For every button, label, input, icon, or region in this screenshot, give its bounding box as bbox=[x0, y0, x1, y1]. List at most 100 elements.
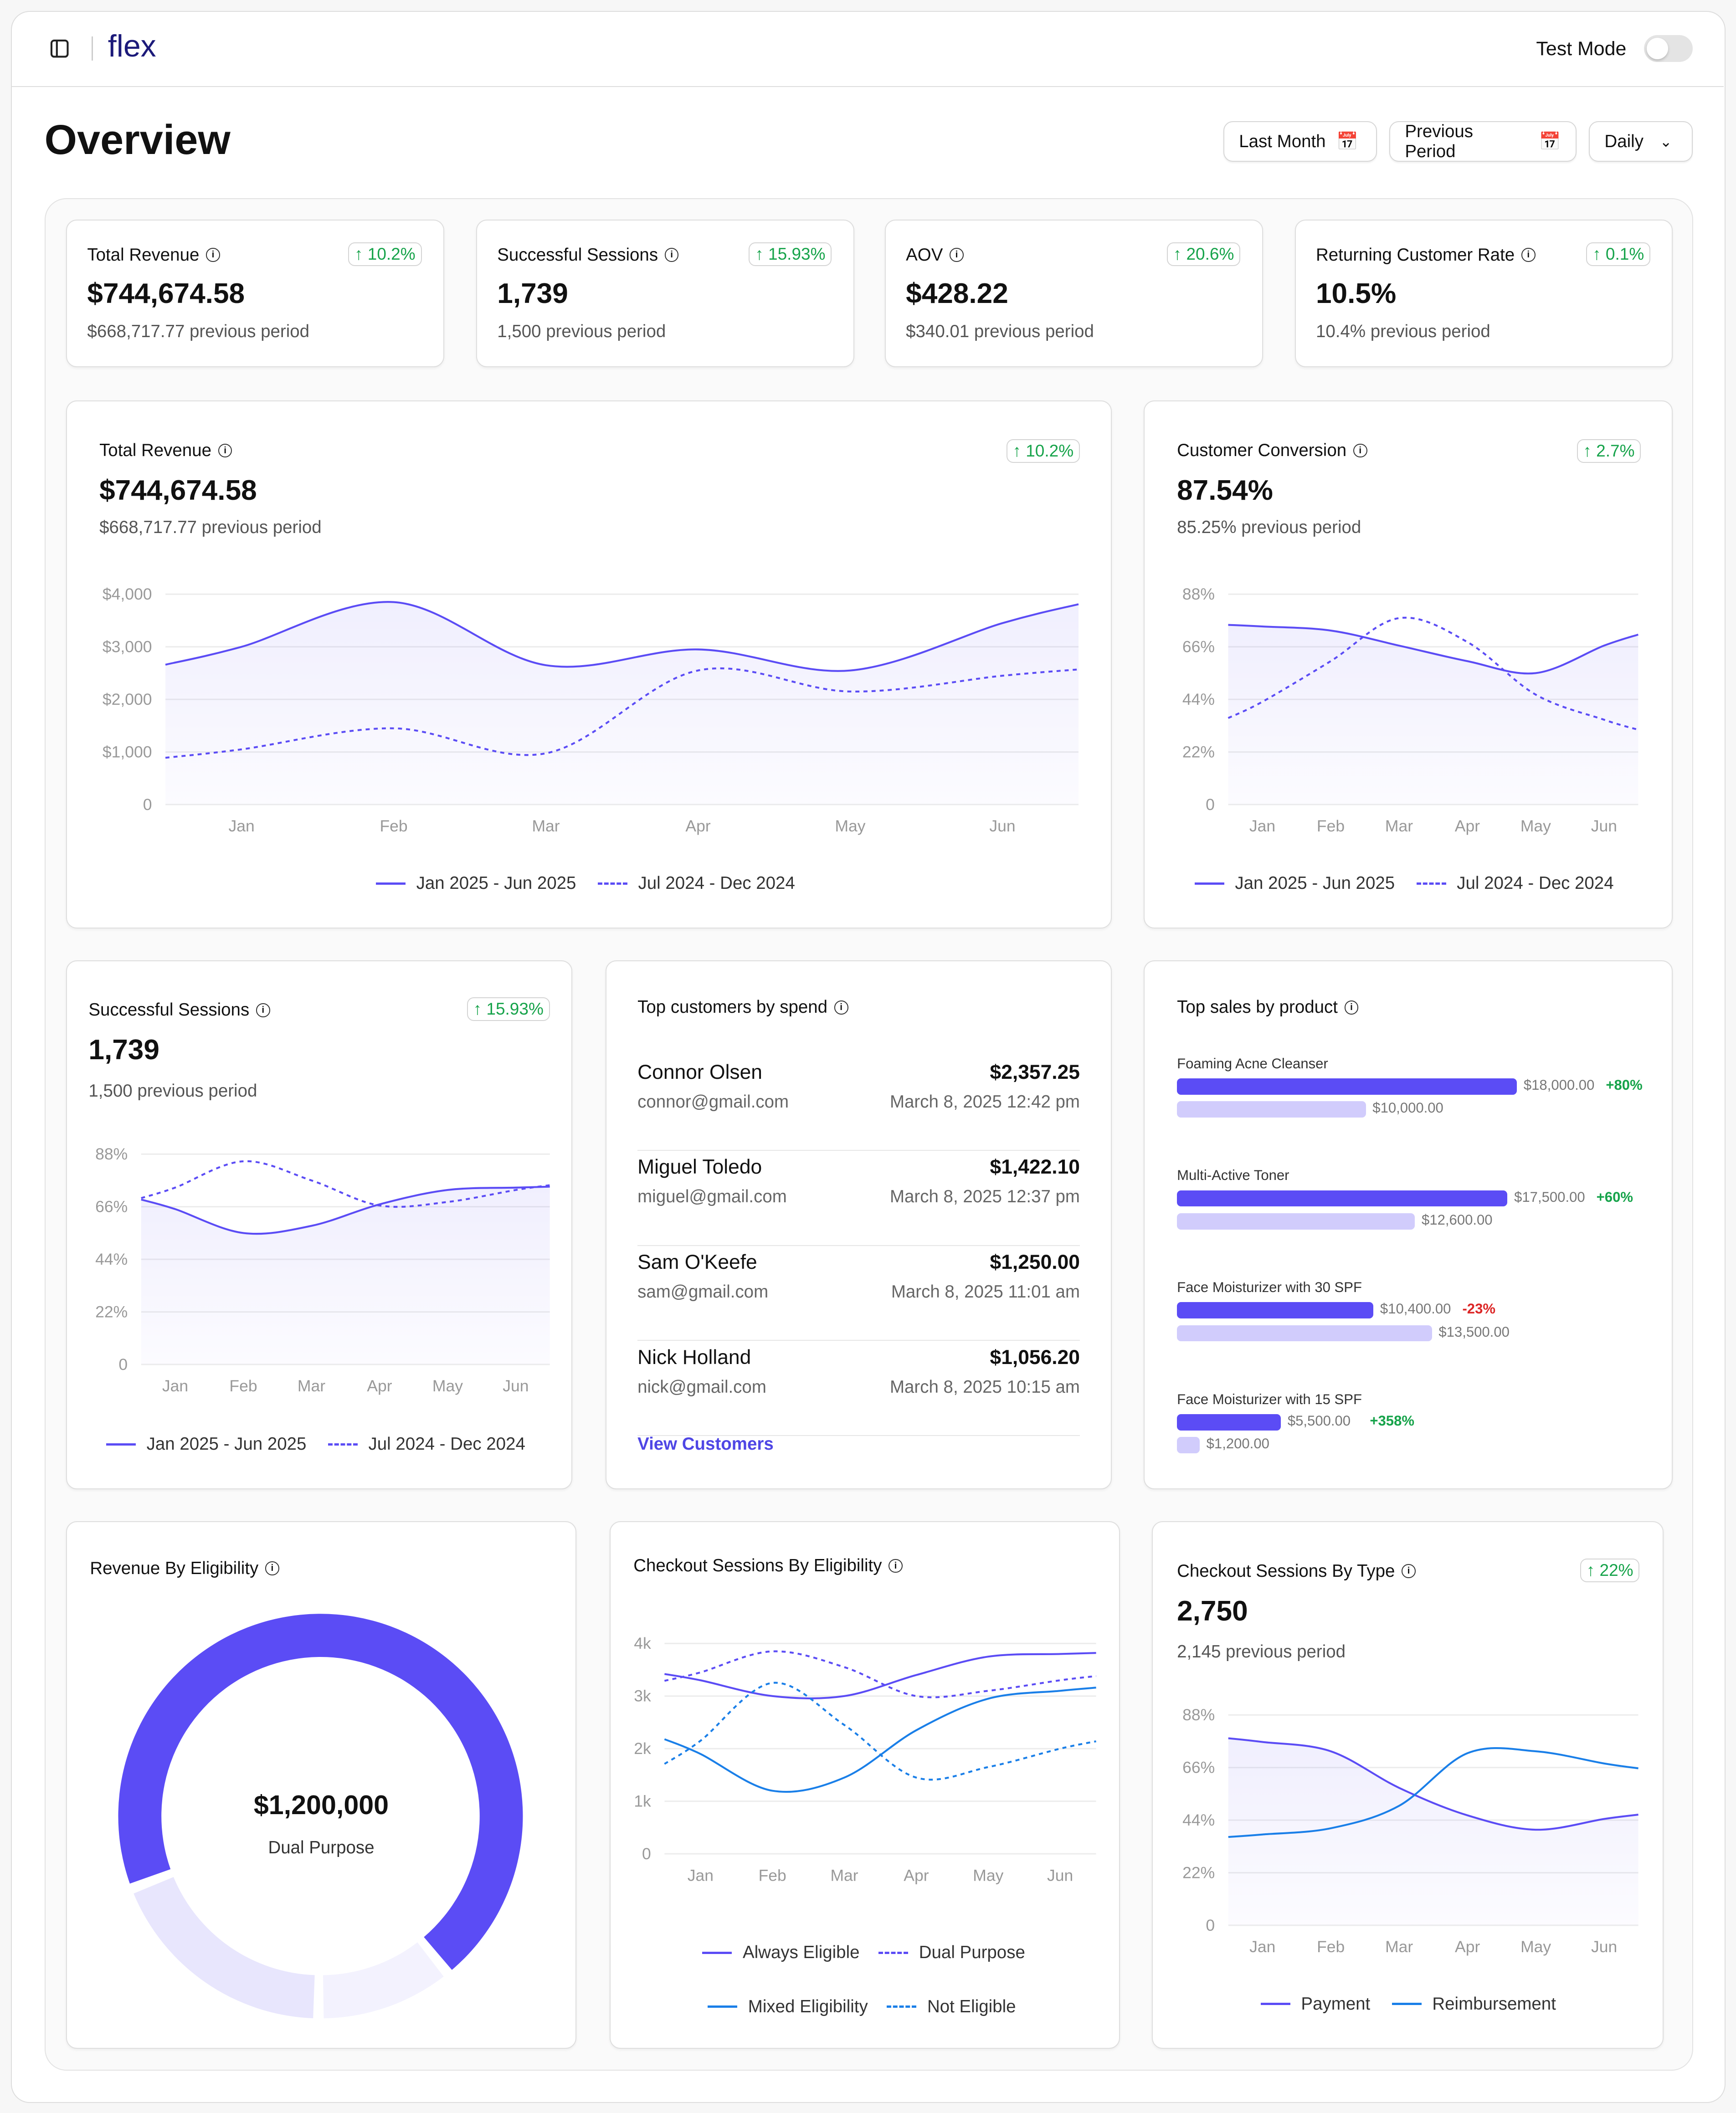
series-line[interactable] bbox=[141, 1160, 550, 1208]
x-tick-label: Mar bbox=[1385, 817, 1413, 835]
revenue-chart-card: Total Revenue i ↑ 10.2% $744,674.58 $668,… bbox=[66, 400, 1112, 928]
y-tick-label: 0 bbox=[1206, 1916, 1215, 1934]
previous-bar[interactable] bbox=[1177, 1325, 1432, 1342]
info-icon[interactable]: i bbox=[950, 248, 964, 262]
sidebar-toggle-icon[interactable] bbox=[50, 39, 69, 58]
info-icon[interactable]: i bbox=[265, 1561, 279, 1576]
info-icon[interactable]: i bbox=[1521, 248, 1536, 262]
legend-item[interactable]: Jul 2024 - Dec 2024 bbox=[328, 1434, 525, 1454]
customer-row[interactable]: Sam O'Keefe sam@gmail.com $1,250.00 March 8… bbox=[637, 1246, 1080, 1341]
y-tick-label: 0 bbox=[118, 1355, 128, 1373]
series-line[interactable] bbox=[1228, 1737, 1638, 1831]
x-tick-label: Jan bbox=[162, 1377, 188, 1395]
info-icon[interactable]: i bbox=[1353, 443, 1367, 458]
chevron-down-icon: ⌄ bbox=[1659, 133, 1672, 150]
info-icon[interactable]: i bbox=[664, 248, 679, 262]
y-tick-label: 44% bbox=[95, 1250, 128, 1268]
customer-amount: $1,422.10 bbox=[990, 1156, 1080, 1179]
donut-slice[interactable] bbox=[134, 1877, 315, 2018]
granularity-dropdown[interactable]: Daily ⌄ bbox=[1588, 121, 1693, 162]
y-tick-label: 88% bbox=[1182, 1706, 1215, 1724]
info-icon[interactable]: i bbox=[834, 1000, 848, 1015]
legend-item[interactable]: Jan 2025 - Jun 2025 bbox=[375, 873, 576, 893]
current-bar[interactable] bbox=[1177, 1190, 1508, 1207]
y-tick-label: $2,000 bbox=[103, 690, 152, 708]
customer-name: Miguel Toledo bbox=[637, 1156, 762, 1179]
y-tick-label: $1,000 bbox=[103, 743, 152, 761]
test-mode-toggle[interactable] bbox=[1644, 35, 1693, 62]
series-line[interactable] bbox=[141, 1185, 550, 1235]
kpi-value: 10.5% bbox=[1315, 277, 1397, 309]
info-icon[interactable]: i bbox=[1344, 1000, 1359, 1015]
legend-item[interactable]: Payment bbox=[1260, 1994, 1370, 2014]
donut-center-label: Dual Purpose bbox=[268, 1837, 375, 1857]
current-bar[interactable] bbox=[1177, 1414, 1281, 1431]
customer-time: March 8, 2025 12:42 pm bbox=[889, 1092, 1080, 1112]
change-value: +80% bbox=[1606, 1077, 1643, 1093]
y-tick-label: 0 bbox=[642, 1845, 651, 1863]
series-line[interactable] bbox=[664, 1651, 1096, 1699]
y-tick-label: 66% bbox=[1182, 638, 1215, 656]
kpi-card: Successful Sessions i ↑ 15.93% 1,739 1,50… bbox=[476, 220, 854, 368]
product-name: Multi-Active Toner bbox=[1177, 1167, 1289, 1184]
donut-slice[interactable] bbox=[118, 1614, 523, 1970]
customer-name: Connor Olsen bbox=[637, 1061, 762, 1083]
legend-item[interactable]: Jul 2024 - Dec 2024 bbox=[1416, 873, 1614, 893]
series-line[interactable] bbox=[664, 1650, 1096, 1698]
previous-bar[interactable] bbox=[1177, 1213, 1415, 1230]
kpi-value: $744,674.58 bbox=[87, 277, 245, 309]
series-line[interactable] bbox=[1228, 616, 1639, 731]
legend-item[interactable]: Dual Purpose bbox=[878, 1943, 1025, 1963]
info-icon[interactable]: i bbox=[1402, 1564, 1416, 1579]
customer-row[interactable]: Connor Olsen connor@gmail.com $2,357.25 Mar… bbox=[637, 1056, 1080, 1151]
info-icon[interactable]: i bbox=[889, 1559, 903, 1573]
series-line[interactable] bbox=[165, 667, 1079, 759]
product-item: Face Moisturizer with 15 SPF $5,500.00 +… bbox=[1177, 1391, 1659, 1499]
donut-slice[interactable] bbox=[323, 1942, 444, 2019]
customer-email: nick@gmail.com bbox=[637, 1377, 766, 1397]
current-value: $17,500.00 bbox=[1514, 1189, 1585, 1205]
previous-value: $340.01 previous period bbox=[906, 322, 1094, 342]
chart-legend: Jan 2025 - Jun 2025 Jul 2024 - Dec 2024 bbox=[1194, 873, 1614, 893]
conversion-chart-card: Customer Conversion i ↑ 2.7% 87.54% 85.25… bbox=[1144, 400, 1673, 928]
series-line[interactable] bbox=[1228, 624, 1639, 675]
x-tick-label: Jun bbox=[1591, 817, 1617, 835]
legend-item[interactable]: Reimbursement bbox=[1392, 1994, 1556, 2014]
legend-item[interactable]: Jan 2025 - Jun 2025 bbox=[106, 1434, 306, 1454]
change-badge: ↑ 20.6% bbox=[1166, 242, 1241, 266]
info-icon[interactable]: i bbox=[218, 443, 232, 458]
series-line[interactable] bbox=[664, 1687, 1096, 1793]
view-customers-link[interactable]: View Customers bbox=[637, 1434, 774, 1454]
card-label: Top sales by product i bbox=[1177, 997, 1359, 1017]
legend-item[interactable]: Not Eligible bbox=[887, 1997, 1016, 2017]
date-range-button[interactable]: Last Month 📅 bbox=[1223, 121, 1377, 162]
chart-legend: Jan 2025 - Jun 2025 Jul 2024 - Dec 2024 bbox=[106, 1434, 525, 1454]
x-tick-label: Apr bbox=[1455, 817, 1480, 835]
legend-item[interactable]: Mixed Eligibility bbox=[708, 1997, 868, 2017]
compare-period-button[interactable]: Previous Period 📅 bbox=[1389, 121, 1577, 162]
series-line[interactable] bbox=[165, 601, 1079, 672]
x-tick-label: Mar bbox=[1385, 1938, 1413, 1956]
info-icon[interactable]: i bbox=[206, 248, 220, 262]
customer-time: March 8, 2025 10:15 am bbox=[889, 1377, 1080, 1397]
card-label: Successful Sessions i bbox=[88, 1000, 270, 1020]
previous-bar[interactable] bbox=[1177, 1437, 1200, 1453]
series-line[interactable] bbox=[1228, 1747, 1638, 1838]
customer-row[interactable]: Miguel Toledo miguel@gmail.com $1,422.10 Ma… bbox=[637, 1150, 1080, 1246]
current-bar[interactable] bbox=[1177, 1302, 1374, 1318]
y-tick-label: 1k bbox=[634, 1792, 651, 1810]
divider bbox=[92, 36, 93, 61]
product-item: Foaming Acne Cleanser $18,000.00 +80% $1… bbox=[1177, 1056, 1659, 1164]
info-icon[interactable]: i bbox=[256, 1003, 270, 1017]
x-tick-label: Jun bbox=[1591, 1938, 1617, 1956]
legend-item[interactable]: Always Eligible bbox=[702, 1943, 860, 1963]
x-tick-label: May bbox=[1520, 817, 1551, 835]
current-bar[interactable] bbox=[1177, 1078, 1517, 1095]
legend-item[interactable]: Jan 2025 - Jun 2025 bbox=[1194, 873, 1395, 893]
conversion-line-chart: 0 22% 44% 66% 88% Jan Feb Mar Apr May Jun bbox=[1182, 585, 1639, 835]
customer-row[interactable]: Nick Holland nick@gmail.com $1,056.20 March… bbox=[637, 1341, 1080, 1436]
legend-item[interactable]: Jul 2024 - Dec 2024 bbox=[597, 873, 795, 893]
previous-bar[interactable] bbox=[1177, 1101, 1366, 1118]
sessions-type-card: Checkout Sessions By Type i ↑ 22% 2,750 2… bbox=[1151, 1521, 1664, 2049]
series-line[interactable] bbox=[664, 1682, 1096, 1781]
